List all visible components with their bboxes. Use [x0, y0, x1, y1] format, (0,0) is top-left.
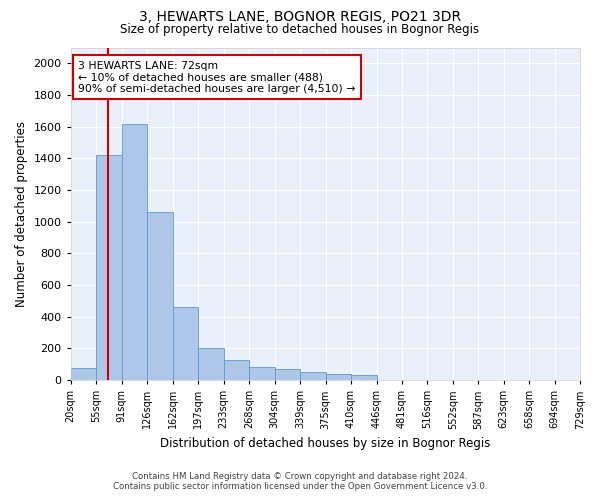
- Bar: [275, 369, 300, 380]
- Y-axis label: Number of detached properties: Number of detached properties: [15, 121, 28, 307]
- Bar: [224, 360, 249, 380]
- Text: 3, HEWARTS LANE, BOGNOR REGIS, PO21 3DR: 3, HEWARTS LANE, BOGNOR REGIS, PO21 3DR: [139, 10, 461, 24]
- Bar: [249, 368, 275, 380]
- Bar: [351, 376, 377, 380]
- X-axis label: Distribution of detached houses by size in Bognor Regis: Distribution of detached houses by size …: [160, 437, 491, 450]
- Bar: [96, 155, 122, 380]
- Bar: [326, 374, 351, 380]
- Bar: [122, 124, 147, 380]
- Bar: [300, 372, 326, 380]
- Bar: [173, 308, 198, 380]
- Bar: [198, 348, 224, 380]
- Text: Size of property relative to detached houses in Bognor Regis: Size of property relative to detached ho…: [121, 22, 479, 36]
- Bar: [71, 368, 96, 380]
- Bar: [147, 212, 173, 380]
- Text: 3 HEWARTS LANE: 72sqm
← 10% of detached houses are smaller (488)
90% of semi-det: 3 HEWARTS LANE: 72sqm ← 10% of detached …: [79, 61, 356, 94]
- Text: Contains HM Land Registry data © Crown copyright and database right 2024.
Contai: Contains HM Land Registry data © Crown c…: [113, 472, 487, 491]
